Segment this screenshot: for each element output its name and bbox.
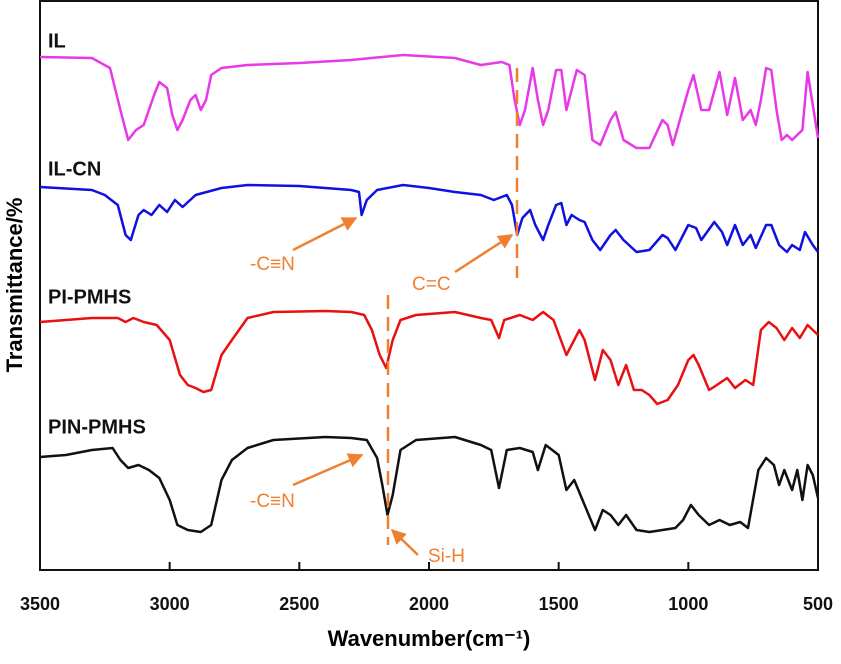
plot-area <box>39 53 820 534</box>
series-label: IL <box>48 30 66 52</box>
arrow <box>390 528 419 556</box>
arrow <box>292 216 358 252</box>
x-tick-label: 3000 <box>150 594 190 614</box>
x-tick-label: 2000 <box>409 594 449 614</box>
series-label: PI-PMHS <box>48 286 131 308</box>
arrow <box>454 233 514 274</box>
annotation: C=C <box>412 274 451 295</box>
x-tick-label: 500 <box>803 594 833 614</box>
x-tick-label: 3500 <box>20 594 60 614</box>
spectrum-line <box>39 435 820 534</box>
annotation: Si-H <box>428 546 465 567</box>
annotation: -C≡N <box>250 491 295 512</box>
spectrum-line <box>39 53 820 150</box>
annotation: -C≡N <box>250 254 295 275</box>
spectrum-line <box>39 183 820 254</box>
x-tick-label: 2500 <box>279 594 319 614</box>
series-label: PIN-PMHS <box>48 416 146 438</box>
series-label: IL-CN <box>48 158 101 180</box>
x-tick-label: 1500 <box>539 594 579 614</box>
arrow <box>292 453 364 487</box>
x-tick-label: 1000 <box>668 594 708 614</box>
spectrum-line <box>39 309 819 406</box>
y-axis-title: Transmittance/% <box>2 198 27 373</box>
x-axis-title: Wavenumber(cm⁻¹) <box>328 626 531 651</box>
